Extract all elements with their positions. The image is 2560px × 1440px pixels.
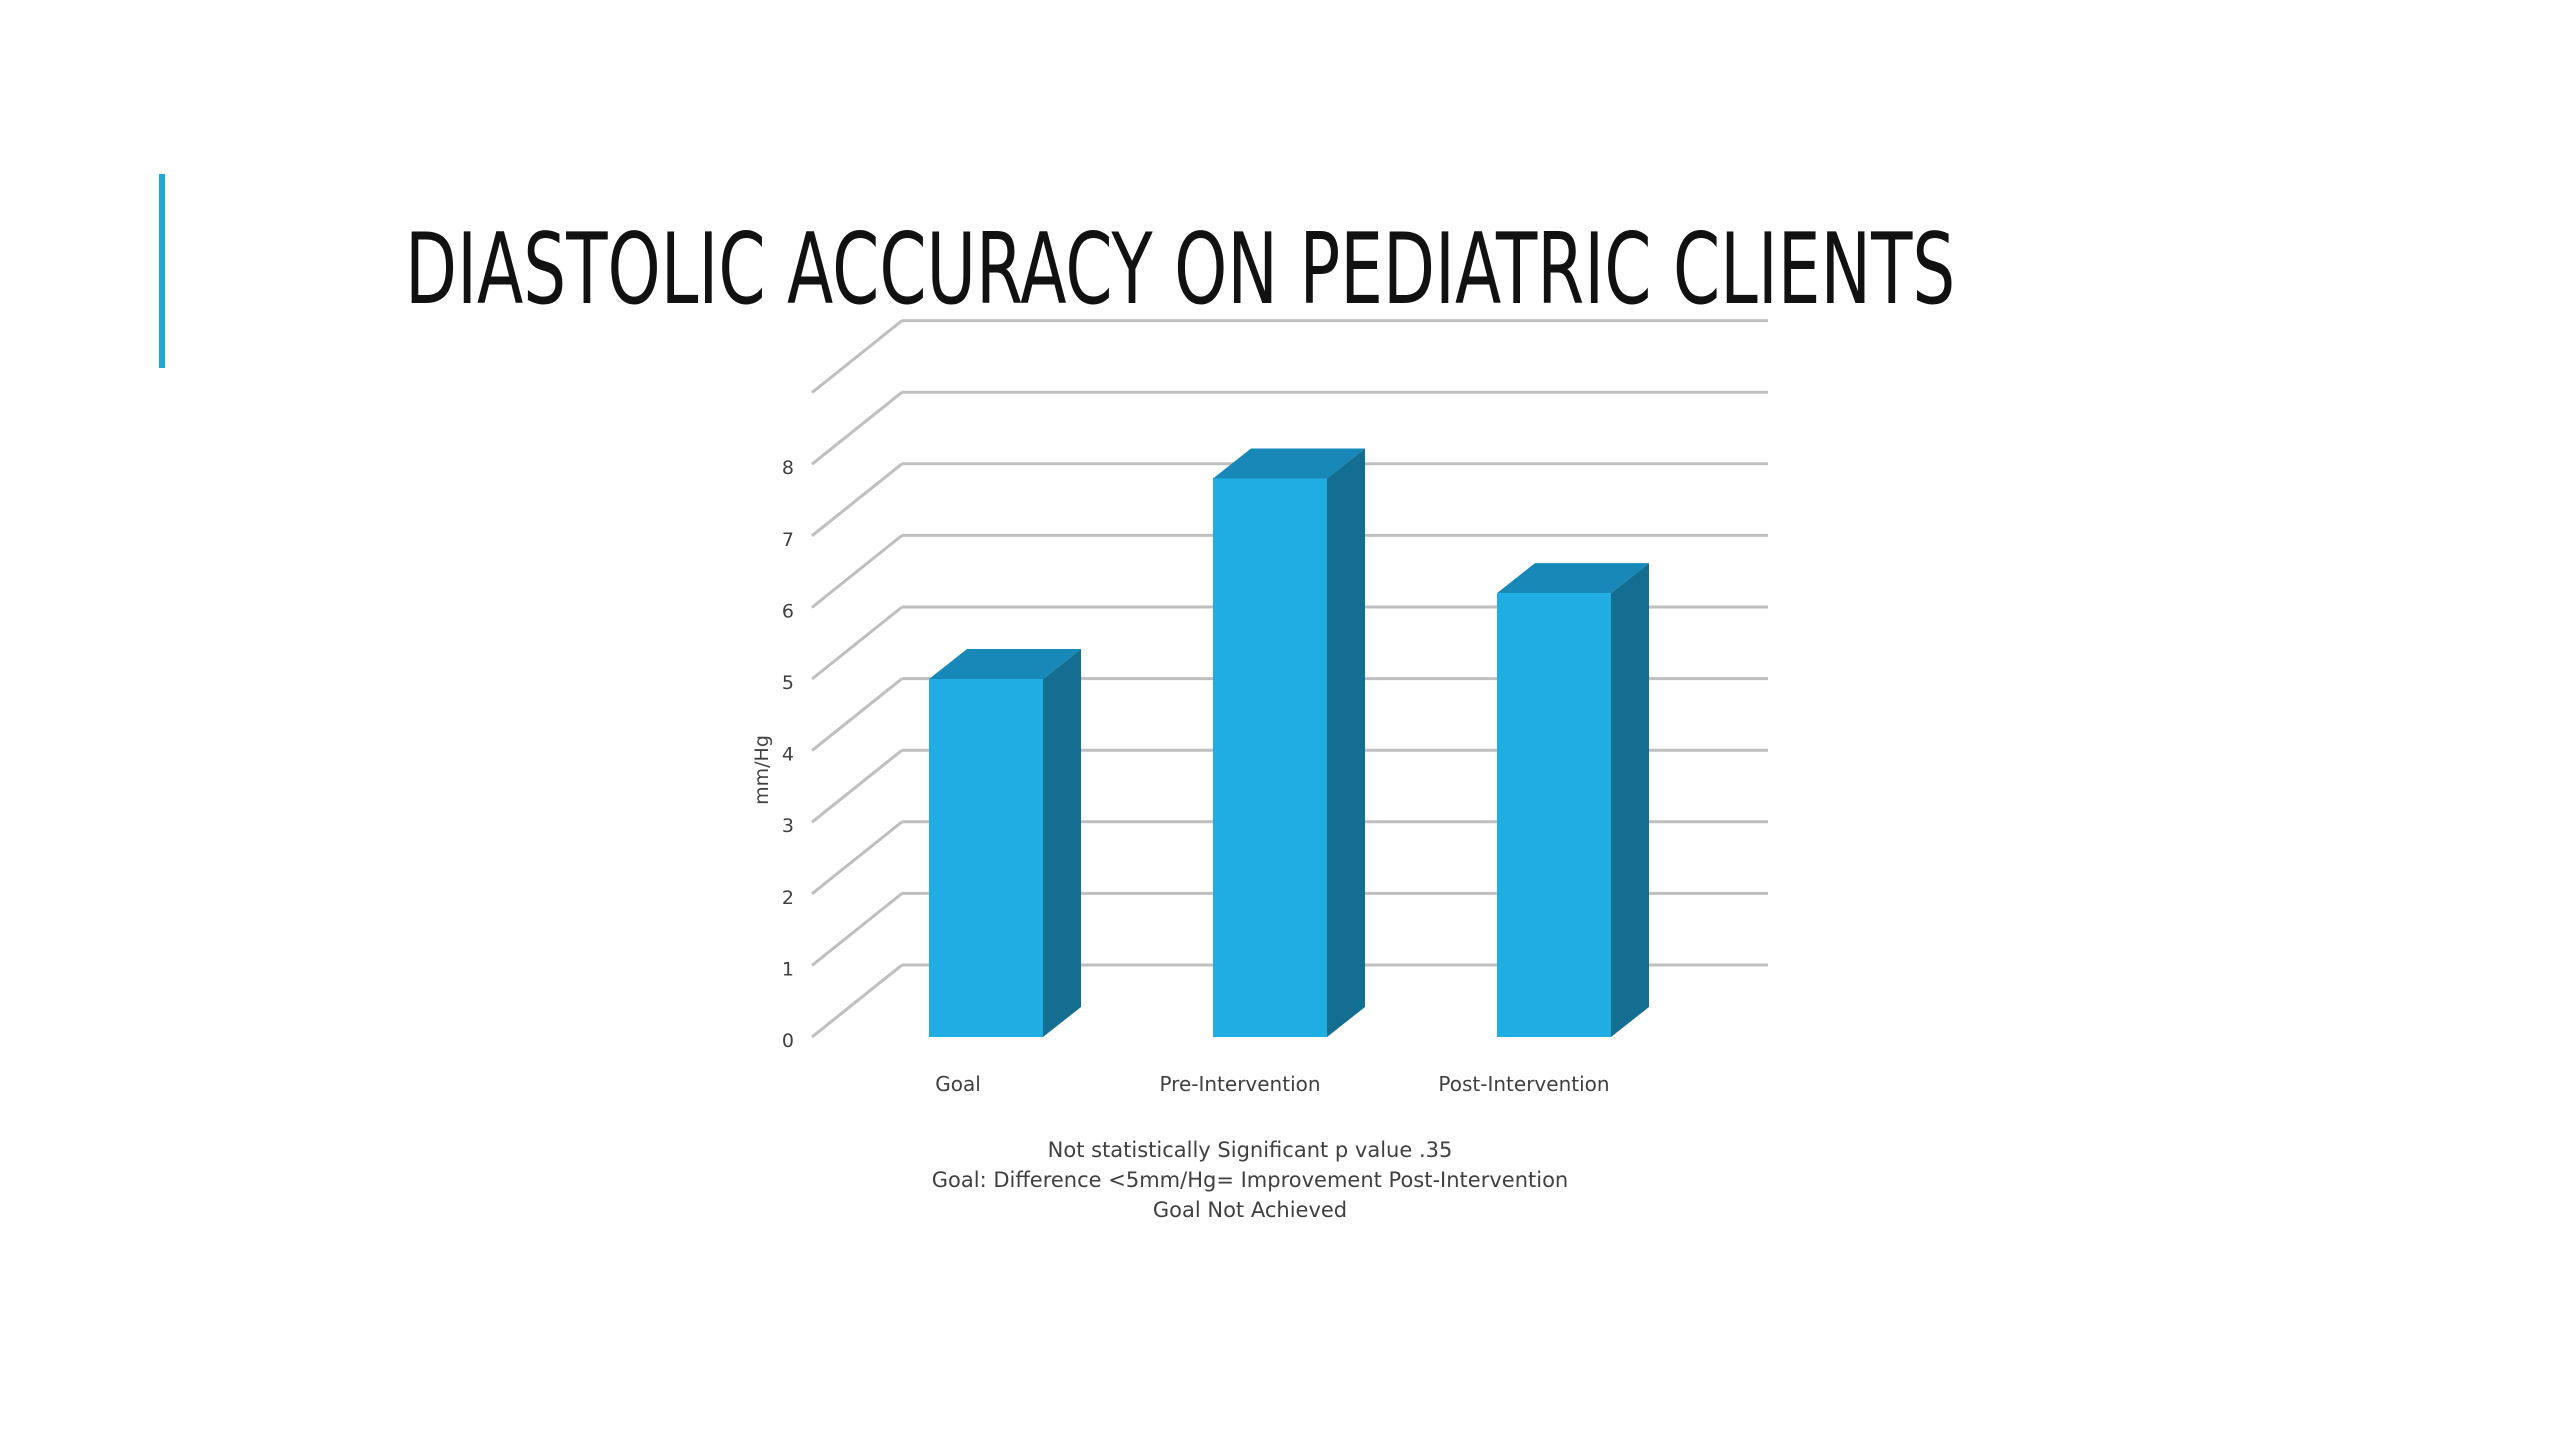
y-tick-label: 7	[782, 529, 794, 551]
y-axis-label: mm/Hg	[751, 735, 773, 805]
bar-side	[1327, 448, 1365, 1037]
gridline-diagonal	[811, 534, 903, 609]
bar	[1213, 448, 1365, 1037]
chart-notes: Not statistically Significant p value .3…	[932, 1138, 1568, 1222]
y-axis-ticks: 0 1 2 3 4 5 6 7 8	[782, 457, 794, 1052]
gridline-diagonal	[811, 820, 903, 895]
y-tick-label: 8	[782, 457, 794, 479]
gridline-diagonal	[811, 749, 903, 824]
bar-top	[929, 649, 1081, 679]
y-tick-label: 3	[782, 815, 794, 837]
bar	[929, 649, 1081, 1037]
category-label: Goal	[935, 1072, 981, 1096]
bar	[1497, 563, 1649, 1037]
bar-side	[1043, 649, 1081, 1037]
gridline-diagonal	[811, 462, 903, 537]
category-label: Pre-Intervention	[1159, 1072, 1320, 1096]
gridline-diagonal	[811, 319, 903, 394]
slide-title: DIASTOLIC ACCURACY ON PEDIATRIC CLIENTS	[405, 213, 1956, 327]
gridline-diagonal	[811, 391, 903, 466]
category-labels: Goal Pre-Intervention Post-Intervention	[935, 1072, 1609, 1096]
gridline-diagonal	[811, 605, 903, 681]
gridline-diagonal	[811, 892, 903, 967]
y-tick-label: 5	[782, 672, 794, 694]
title-accent-bar	[159, 174, 165, 368]
y-tick-label: 6	[782, 600, 794, 622]
bar-top	[1497, 563, 1649, 594]
y-tick-label: 0	[782, 1030, 794, 1052]
y-tick-label: 4	[782, 744, 794, 766]
bar-top	[1213, 448, 1365, 479]
bars	[929, 448, 1649, 1037]
bar-side	[1611, 563, 1649, 1037]
gridline-diagonal	[811, 677, 903, 752]
y-tick-label: 1	[782, 958, 794, 980]
chart-note: Goal Not Achieved	[1153, 1198, 1347, 1222]
bar-front	[929, 679, 1043, 1037]
gridline-diagonal	[811, 963, 903, 1039]
chart-note: Not statistically Significant p value .3…	[1048, 1138, 1453, 1162]
chart-note: Goal: Difference <5mm/Hg= Improvement Po…	[932, 1168, 1568, 1192]
y-tick-label: 2	[782, 887, 794, 909]
bar-front	[1213, 478, 1327, 1037]
bar-front	[1497, 593, 1611, 1037]
category-label: Post-Intervention	[1438, 1072, 1609, 1096]
